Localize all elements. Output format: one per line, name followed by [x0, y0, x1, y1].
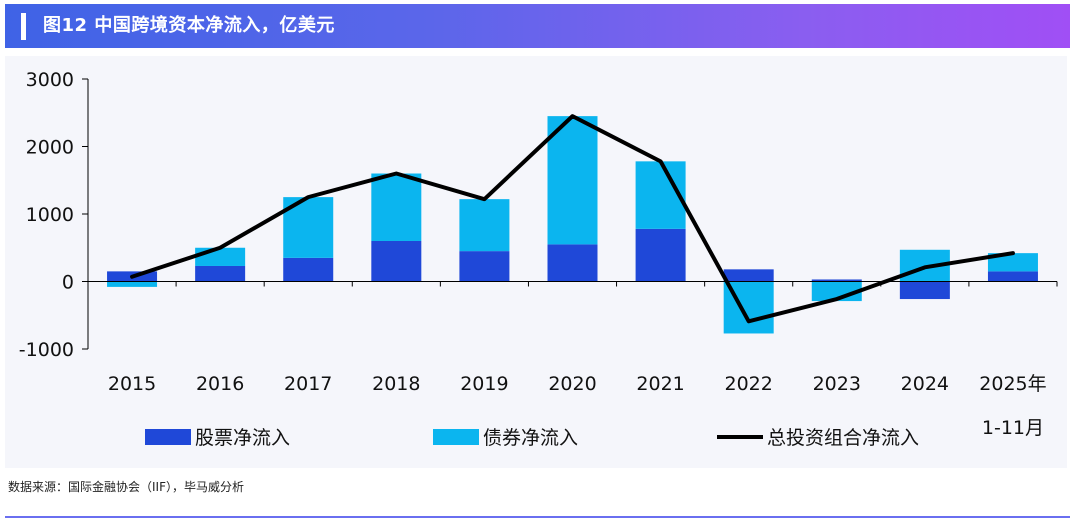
bar-bond — [459, 199, 510, 252]
legend-swatch-equity — [145, 429, 191, 445]
bar-bond — [107, 281, 158, 287]
legend-label-total: 总投资组合净流入 — [767, 427, 919, 449]
bar-bond — [987, 253, 1038, 272]
bar-equity — [371, 241, 422, 282]
y-tick-label: 3000 — [26, 69, 74, 91]
bar-equity — [635, 228, 686, 282]
x-tick-label: 1-11月 — [982, 417, 1044, 439]
y-tick-label: 2000 — [26, 137, 74, 159]
y-tick-label: 0 — [62, 272, 74, 294]
x-tick-label: 2020 — [548, 373, 596, 395]
legend-swatch-bond — [433, 429, 479, 445]
y-tick-label: -1000 — [19, 339, 74, 361]
chart-title: 图12 中国跨境资本净流入，亿美元 — [43, 15, 335, 36]
bar-equity — [811, 279, 862, 282]
y-tick-label: 1000 — [26, 204, 74, 226]
chart-panel: -1000 0 1000 2000 3000 2015 2016 2017 2018 2019 20… — [5, 56, 1067, 468]
bar-equity — [283, 257, 334, 282]
x-tick-label: 2023 — [813, 373, 861, 395]
x-tick-label: 2022 — [725, 373, 773, 395]
x-tick-label: 2018 — [372, 373, 420, 395]
header-accent-bar — [21, 13, 26, 40]
x-tick-label: 2015 — [108, 373, 156, 395]
bar-bond — [547, 116, 598, 245]
x-tick-label: 2025年 — [979, 373, 1046, 395]
data-source-note: 数据来源：国际金融协会（IIF），毕马威分析 — [8, 480, 244, 494]
legend-label-bond: 债券净流入 — [483, 427, 578, 449]
legend-label-equity: 股票净流入 — [195, 427, 290, 449]
bar-equity — [987, 271, 1038, 282]
bar-equity — [195, 265, 246, 282]
x-tick-label: 2016 — [196, 373, 244, 395]
header-banner: 图12 中国跨境资本净流入，亿美元 — [5, 4, 1070, 48]
bar-equity — [459, 251, 510, 282]
bar-equity — [547, 244, 598, 282]
x-tick-label: 2017 — [284, 373, 332, 395]
chart-svg: -1000 0 1000 2000 3000 2015 2016 2017 2018 2019 20… — [19, 69, 1058, 449]
bar-equity — [899, 281, 950, 300]
bar-equity — [723, 269, 774, 282]
line-total-net-inflow — [130, 114, 1015, 324]
x-tick-label: 2019 — [460, 373, 508, 395]
x-tick-label: 2021 — [636, 373, 684, 395]
x-tick-label: 2024 — [901, 373, 949, 395]
bar-bond — [371, 173, 422, 241]
footer-divider — [5, 516, 1070, 518]
bar-bond — [195, 247, 246, 266]
